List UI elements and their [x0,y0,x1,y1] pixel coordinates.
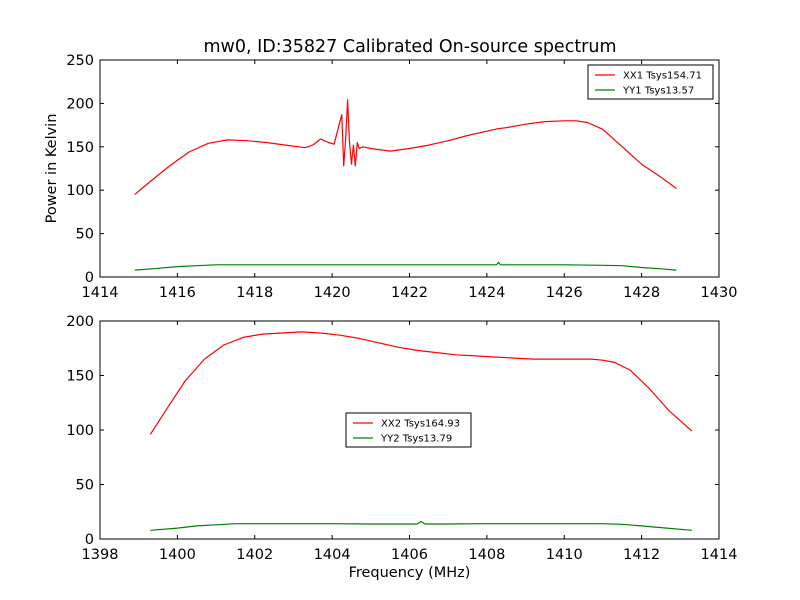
series-line-xx [149,331,693,435]
y-tick-label: 50 [76,227,94,243]
y-axis-label: Power in Kelvin [44,114,60,224]
x-tick-label: 1418 [236,285,273,301]
y-tick-label: 200 [66,96,94,112]
x-tick-label: 1414 [701,547,738,563]
x-tick-label: 1400 [159,547,196,563]
x-tick-label: 1428 [623,285,660,301]
x-tick-label: 1422 [391,285,428,301]
x-tick-label: 1430 [701,285,738,301]
bottom-chart: 1398 1400 1402 1404 1406 1408 1410 1412 1414 0 50 1… [66,314,737,581]
x-tick-label: 1402 [236,547,273,563]
y-tick-label: 150 [66,140,94,156]
x-tick-label: 1424 [468,285,505,301]
x-tick-label: 1410 [546,547,583,563]
y-tick-label: 200 [66,314,94,330]
x-tick-label: 1404 [314,547,351,563]
legend-label: YY2 Tsys13.79 [380,434,452,445]
y-tick-label: 0 [85,532,94,548]
x-tick-label: 1408 [468,547,505,563]
series-line-xx [134,99,677,195]
legend-box [587,64,714,100]
y-tick-label: 100 [66,423,94,439]
x-tick-label: 1416 [159,285,196,301]
y-tick-label: 100 [66,183,94,199]
x-tick-label: 1420 [314,285,351,301]
x-tick-label: 1412 [623,547,660,563]
legend-label: XX1 Tsys154.71 [623,71,702,82]
legend-label: YY1 Tsys13.57 [622,86,694,97]
x-tick-label: 1406 [391,547,428,563]
y-tick-label: 250 [66,53,94,69]
series-line-yy [134,261,677,271]
y-tick-label: 0 [85,270,94,286]
x-tick-label: 1414 [82,285,119,301]
x-tick-label: 1398 [82,547,119,563]
legend-label: XX2 Tsys164.93 [381,419,460,430]
figure-title: mw0, ID:35827 Calibrated On-source spect… [203,37,616,57]
y-tick-label: 50 [76,478,94,494]
x-tick-label: 1426 [546,285,583,301]
x-axis-label: Frequency (MHz) [349,565,471,581]
y-tick-label: 150 [66,369,94,385]
legend-box [345,412,472,448]
top-chart: 1414 1416 1418 1420 1422 1424 1426 1428 1430 0 50 1… [44,53,737,301]
series-line-yy [150,520,692,531]
